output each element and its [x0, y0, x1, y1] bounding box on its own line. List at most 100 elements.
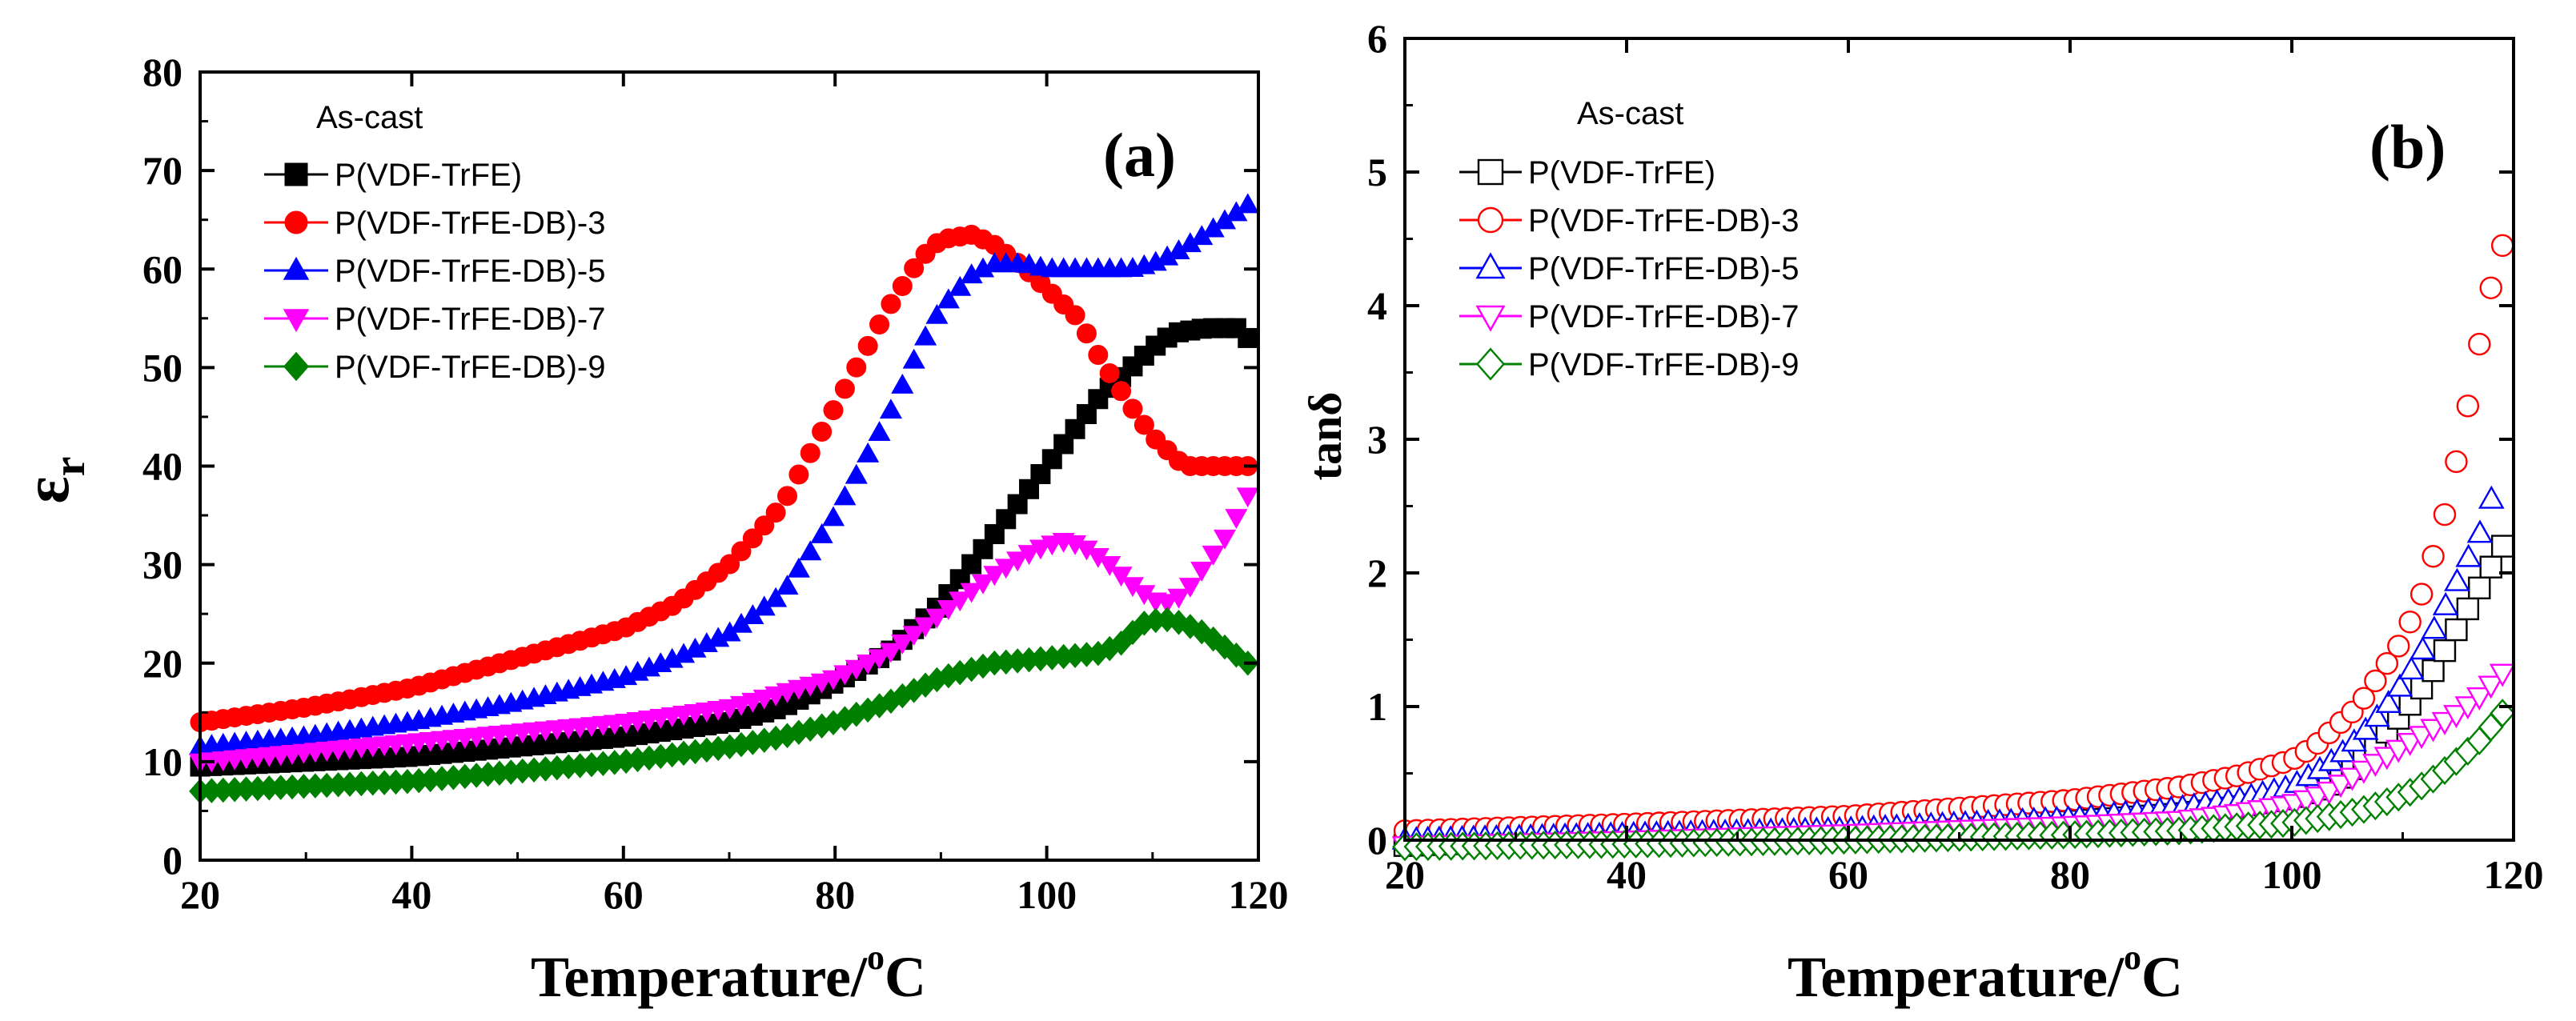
panel-a-data-point [1109, 567, 1133, 587]
panel-b-legend-marker [1477, 206, 1504, 234]
panel-b-data-point [2352, 716, 2379, 740]
panel-b-data-point [2421, 615, 2448, 639]
panel-b-data-point [2489, 663, 2516, 687]
panel-a-legend-label: P(VDF-TrFE-DB)-3 [335, 206, 605, 241]
panel-b-y-axis-title: tanδ [1299, 392, 1351, 481]
panel-a-data-point [914, 325, 937, 346]
panel-b-legend-label: P(VDF-TrFE-DB)-9 [1528, 347, 1799, 382]
panel-a-data-point [925, 303, 949, 324]
panel-b-data-point [2398, 693, 2422, 716]
panel-a-data-point [891, 634, 914, 655]
panel-a-data-point [1190, 562, 1214, 582]
panel-a-data-point [812, 421, 833, 442]
panel-b-data-point [2490, 535, 2514, 558]
panel-b-data-point [2479, 276, 2502, 299]
panel-b-data-point [2433, 502, 2457, 527]
panel-a-legend-title: As-cast [316, 100, 423, 135]
panel-a-y-tick-label: 60 [142, 246, 183, 291]
panel-b-legend-marker [1475, 347, 1506, 381]
panel-a-data-point [869, 314, 890, 335]
panel-b-data-point [2350, 760, 2377, 784]
panel-b-y-tick-label: 1 [1367, 684, 1387, 729]
panel-b-data-point [2397, 732, 2424, 756]
panel-a-data-point [868, 649, 891, 670]
panel-a-x-tick-label: 40 [391, 872, 431, 917]
panel-b-legend-marker [1477, 158, 1504, 186]
panel-a-legend-label: P(VDF-TrFE-DB)-5 [335, 254, 605, 289]
panel-b-y-tick-label: 0 [1367, 818, 1387, 863]
panel-a-x-tick-label: 100 [1017, 872, 1077, 917]
panel-b-data-point [2316, 781, 2343, 805]
panel-a-data-point [925, 608, 949, 629]
panel-b-series-group [1391, 234, 2516, 862]
panel-a-data-point [788, 464, 809, 485]
panel-a-data-point [937, 600, 960, 620]
panel-a-data-point [937, 288, 960, 309]
panel-a-data-point [857, 335, 878, 356]
panel-a-data-point [1065, 305, 1085, 326]
panel-a-data-point [994, 559, 1017, 579]
panel-b-legend-label: P(VDF-TrFE-DB)-7 [1528, 299, 1799, 334]
panel-a-chart: 20 40 60 80 100 120 0 10 20 30 40 50 60 70 80 Temperatu… [12, 50, 1289, 1009]
panel-a-data-point [983, 566, 1006, 587]
panel-a-data-point [879, 643, 902, 663]
panel-a-data-point [960, 583, 983, 603]
panel-a-legend-marker [283, 351, 310, 382]
panel-b-legend-marker [1475, 305, 1506, 332]
panel-b-x-tick-label: 40 [1607, 852, 1647, 897]
panel-b-data-point [2373, 747, 2401, 771]
panel-a-x-axis-title: Temperature/oC [531, 938, 926, 1009]
panel-b-x-axis-title: Temperature/oC [1788, 938, 2183, 1009]
panel-a-y-tick-label: 0 [163, 838, 183, 883]
panel-a-data-point [902, 348, 925, 369]
panel-b-chart: 20 40 60 80 100 120 0 1 2 3 4 5 6 Temperature/oC tanδ (… [1299, 16, 2544, 1009]
panel-b-x-tick-label: 100 [2262, 852, 2322, 897]
panel-b-data-point [2397, 656, 2425, 680]
panel-b-data-point [2478, 485, 2505, 509]
panel-a-legend-marker [283, 256, 310, 280]
panel-a-data-point [1156, 594, 1179, 615]
panel-b-data-point [2339, 767, 2365, 791]
panel-b-data-point [2385, 739, 2412, 763]
panel-b-data-point [2364, 669, 2387, 693]
panel-a-data-point [800, 442, 821, 463]
panel-b-series-4 [1392, 699, 2516, 862]
panel-a-legend: As-cast P(VDF-TrFE) P(VDF-TrFE-DB)-3 P(VDF-… [264, 100, 605, 385]
panel-b-data-point [2456, 394, 2480, 418]
panel-b-data-point [2445, 618, 2468, 642]
panel-b-data-point [2362, 754, 2389, 778]
panel-a-data-point [902, 626, 925, 647]
panel-b-data-point [2409, 583, 2434, 606]
panel-a-series-3 [188, 487, 1259, 774]
panel-a-data-point [904, 258, 925, 278]
panel-b-data-point [2420, 719, 2446, 743]
panel-b-y-tick-label: 5 [1367, 150, 1387, 194]
panel-a-data-point [787, 557, 810, 578]
panel-a-data-point [821, 506, 845, 527]
panel-b-data-point [2454, 696, 2482, 720]
panel-b-legend-marker [1475, 252, 1506, 279]
panel-a-data-point [1178, 578, 1202, 599]
panel-a-data-point [845, 659, 868, 680]
panel-a-data-point [742, 528, 763, 549]
panel-a-data-point [914, 617, 937, 638]
panel-a-data-point [1029, 539, 1052, 560]
panel-b-data-point [2352, 687, 2376, 710]
panel-a-legend-label: P(VDF-TrFE) [335, 158, 522, 193]
panel-b-data-point [2466, 519, 2494, 543]
panel-a-data-point [1088, 345, 1109, 366]
panel-b-data-point [2490, 699, 2516, 728]
panel-a-data-point [1213, 529, 1237, 550]
panel-a-y-tick-label: 70 [142, 148, 183, 193]
panel-b-data-point [2398, 611, 2422, 634]
panel-a-data-point [949, 591, 972, 612]
panel-b-legend-label: P(VDF-TrFE-DB)-5 [1528, 251, 1799, 286]
panel-a-x-tick-label: 20 [180, 872, 220, 917]
panel-a-legend-marker [284, 162, 308, 186]
panel-a-data-point [1134, 414, 1154, 435]
panel-a-data-point [868, 421, 891, 442]
panel-b-data-point [2341, 728, 2368, 752]
panel-a-data-point [810, 523, 833, 543]
panel-b-legend-label: P(VDF-TrFE-DB)-3 [1528, 203, 1799, 238]
panel-a-data-point [1017, 545, 1041, 566]
